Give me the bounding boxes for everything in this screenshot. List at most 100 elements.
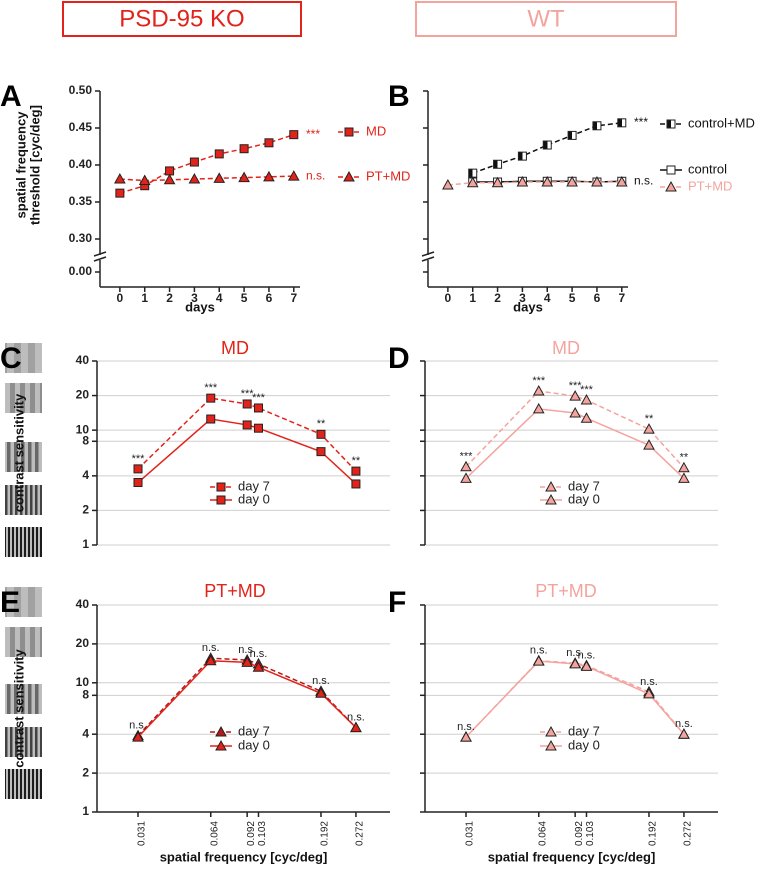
legend-marker bbox=[545, 725, 557, 737]
significance-label: *** bbox=[569, 380, 583, 392]
grating-thumbnail bbox=[5, 442, 42, 472]
y-tick-label: 20 bbox=[76, 636, 90, 650]
marker bbox=[460, 472, 472, 483]
marker bbox=[468, 168, 478, 178]
legend-label: day 7 bbox=[568, 478, 600, 493]
y-tick-label: 40 bbox=[76, 597, 90, 611]
marker bbox=[580, 660, 593, 671]
x-tick-label: 3 bbox=[519, 291, 526, 305]
significance-label: *** bbox=[306, 127, 320, 141]
grating-thumbnail bbox=[5, 485, 42, 515]
y-tick-label: 8 bbox=[82, 687, 89, 701]
axis-break bbox=[421, 256, 435, 262]
y-tick-label: 0.30 bbox=[69, 231, 93, 245]
marker bbox=[643, 439, 655, 450]
significance-label: *** bbox=[532, 375, 546, 387]
marker bbox=[287, 170, 300, 181]
series-line bbox=[447, 181, 622, 186]
legend-marker bbox=[666, 165, 676, 175]
marker bbox=[133, 478, 143, 488]
marker bbox=[678, 472, 690, 483]
significance-label: *** bbox=[204, 382, 218, 394]
marker bbox=[460, 731, 472, 742]
panel-letter: D bbox=[388, 342, 410, 375]
marker bbox=[350, 721, 362, 733]
grating-thumbnail bbox=[5, 627, 42, 657]
series-line bbox=[119, 175, 294, 182]
y-tick-label: 0.35 bbox=[69, 194, 93, 208]
x-tick-label: 0.103 bbox=[585, 821, 596, 846]
x-tick-label: 0 bbox=[117, 291, 124, 305]
legend-marker bbox=[343, 170, 355, 182]
significance-label: *** bbox=[634, 115, 648, 129]
legend-label: day 0 bbox=[238, 737, 270, 752]
marker bbox=[566, 175, 578, 187]
marker bbox=[163, 173, 176, 185]
y-tick-label: 40 bbox=[76, 353, 90, 367]
significance-label: n.s. bbox=[530, 645, 548, 657]
y-tick-label: 10 bbox=[76, 422, 90, 436]
marker bbox=[188, 173, 201, 184]
y-tick-label: 1 bbox=[82, 537, 89, 551]
significance-label: n.s. bbox=[347, 712, 365, 724]
panel-title: PT+MD bbox=[204, 581, 266, 601]
x-tick-label: 0.192 bbox=[648, 821, 659, 846]
significance-label: ** bbox=[645, 413, 654, 425]
marker bbox=[253, 403, 263, 413]
y-tick-label: 4 bbox=[82, 726, 89, 740]
significance-label: n.s. bbox=[457, 721, 475, 733]
marker bbox=[541, 175, 554, 187]
series-line bbox=[137, 418, 357, 485]
marker bbox=[214, 149, 224, 159]
marker bbox=[643, 423, 655, 434]
legend-label: day 7 bbox=[568, 723, 600, 738]
legend-marker bbox=[215, 725, 227, 737]
x-tick-label: 4 bbox=[216, 291, 223, 305]
marker bbox=[678, 728, 690, 739]
legend-marker bbox=[665, 180, 677, 192]
x-tick-label: 5 bbox=[241, 291, 248, 305]
significance-label: n.s. bbox=[312, 675, 330, 687]
legend-marker bbox=[344, 127, 354, 137]
significance-label: n.s. bbox=[566, 647, 584, 659]
marker bbox=[617, 118, 627, 128]
marker bbox=[206, 393, 216, 403]
significance-label: ** bbox=[680, 452, 689, 464]
marker bbox=[569, 390, 582, 401]
x-tick-label: 0.031 bbox=[465, 821, 476, 846]
y-tick-label: 0.50 bbox=[69, 83, 93, 97]
legend-marker bbox=[216, 482, 226, 492]
legend-label: PT+MD bbox=[366, 168, 410, 183]
marker bbox=[242, 420, 252, 430]
series-line bbox=[137, 660, 357, 738]
marker bbox=[253, 423, 263, 433]
panel-letter: E bbox=[0, 586, 20, 619]
y-tick-label: 8 bbox=[82, 433, 89, 447]
legend-label: day 0 bbox=[238, 491, 270, 506]
y-tick-label: 2 bbox=[82, 765, 89, 779]
marker bbox=[213, 172, 226, 183]
x-tick-label: 0.092 bbox=[246, 821, 257, 846]
marker bbox=[115, 188, 125, 198]
significance-label: n.s. bbox=[675, 718, 693, 730]
grating-thumbnail bbox=[5, 527, 42, 557]
panel-letter: C bbox=[0, 342, 22, 375]
legend-label: day 7 bbox=[238, 478, 270, 493]
legend-marker bbox=[216, 495, 226, 505]
marker bbox=[206, 414, 216, 424]
legend-marker bbox=[545, 480, 557, 492]
x-tick-label: 0.103 bbox=[257, 821, 268, 846]
x-tick-label: 6 bbox=[266, 291, 273, 305]
marker bbox=[591, 175, 603, 187]
y-tick-label: 20 bbox=[76, 388, 90, 402]
x-tick-label: 4 bbox=[544, 291, 551, 305]
grating-thumbnail bbox=[5, 587, 42, 617]
significance-label: n.s. bbox=[250, 648, 268, 660]
x-tick-label: 7 bbox=[290, 291, 297, 305]
panel-letter: A bbox=[0, 80, 22, 113]
panel-title: PT+MD bbox=[535, 581, 597, 601]
y-tick-label: 4 bbox=[82, 468, 89, 482]
legend-label: day 0 bbox=[568, 491, 600, 506]
y-tick-label: 10 bbox=[76, 675, 90, 689]
